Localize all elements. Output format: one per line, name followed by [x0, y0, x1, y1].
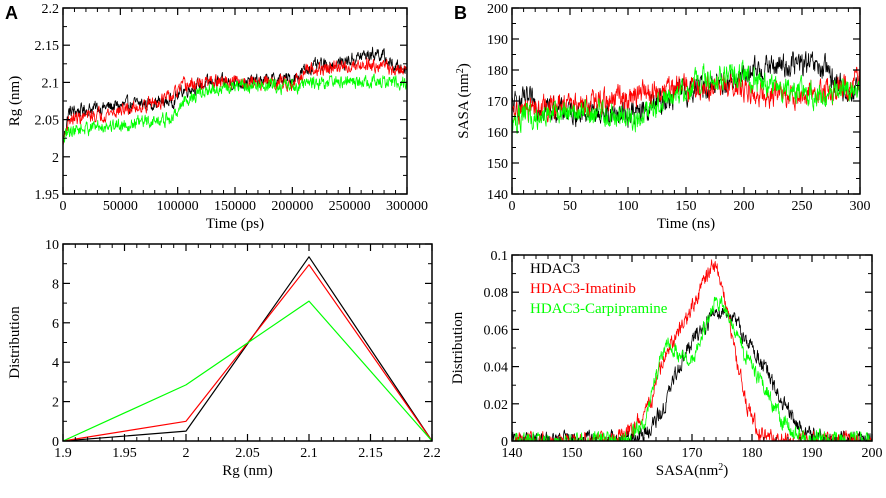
x-tick-label: 1.95: [112, 446, 137, 461]
x-tick-label: 150: [562, 446, 583, 461]
panelA-bottom-chart: 1.9 1.95 2 2.05 2.1 2.15 2.2 0 2 4 6 8 10 Rg (nm) Dist…: [7, 238, 441, 479]
x-tick-label: 250000: [329, 199, 371, 214]
y-axis-label: Distribution: [450, 311, 466, 384]
x-tick-label: 300: [850, 199, 871, 214]
x-tick-label: 180: [742, 446, 763, 461]
y-axis-label-end: ): [456, 63, 472, 68]
y-tick-label: 150: [487, 157, 508, 172]
y-tick-label: 170: [487, 95, 508, 110]
x-axis-label: Time (ns): [657, 216, 715, 232]
y-tick-label: 2.2: [42, 2, 60, 17]
y-axis-label: Rg (nm): [7, 76, 23, 126]
x-tick-label: 2.15: [358, 446, 383, 461]
y-tick-label: 1.95: [35, 188, 60, 203]
y-tick-label: 6: [52, 317, 59, 332]
x-axis-label-sup: 2: [718, 462, 723, 473]
x-tick-label: 160: [622, 446, 643, 461]
x-axis-label-end: ): [723, 463, 728, 479]
series-line-hdac3: [63, 256, 432, 441]
series-line-hdac3-imatinib: [63, 57, 407, 145]
series-line-hdac3-carpipramine: [512, 295, 872, 441]
panelA-top-chart: 0 50000 100000 150000 200000 250000 300000 1.95…: [5, 2, 428, 232]
y-tick-label: 200: [487, 2, 508, 17]
y-tick-label: 2.1: [42, 76, 60, 91]
y-tick-label: 0.02: [484, 398, 509, 413]
y-axis-label-sup: 2: [455, 68, 466, 73]
x-tick-label: 150: [676, 199, 697, 214]
panel-letter-b: B: [454, 3, 467, 23]
x-tick-label: 2.1: [300, 446, 318, 461]
plot-frame: [62, 7, 408, 195]
x-tick-label: 300000: [386, 199, 428, 214]
y-tick-label: 180: [487, 64, 508, 79]
series-line-hdac3-imatinib: [63, 264, 432, 441]
x-tick-label: 1.9: [54, 446, 72, 461]
panelB-bottom-chart: 140 150 160 170 180 190 200 0 0.02 0.04 0.06 0.08 0.…: [450, 249, 883, 479]
x-tick-label: 2.05: [235, 446, 260, 461]
x-tick-label: 50000: [103, 199, 138, 214]
y-tick-label: 2.05: [35, 114, 60, 129]
y-tick-label: 0: [501, 435, 508, 450]
series-line-hdac3: [512, 307, 872, 441]
x-axis-label: Rg (nm): [222, 463, 272, 479]
x-tick-label: 100000: [157, 199, 199, 214]
y-tick-label: 2: [52, 151, 59, 166]
x-tick-label: 50: [563, 199, 577, 214]
y-axis-label: Distribution: [7, 306, 23, 379]
y-tick-label: 0: [52, 435, 59, 450]
series-line-hdac3: [63, 46, 407, 143]
series-line-hdac3-carpipramine: [63, 300, 432, 441]
y-tick-label: 0.04: [484, 361, 509, 376]
x-tick-label: 190: [802, 446, 823, 461]
y-tick-label: 0.08: [484, 286, 509, 301]
y-tick-label: 2.15: [35, 39, 60, 54]
panelB-top-chart: 0 50 100 150 200 250 300 140 150 160 170 180 190 200 T…: [454, 2, 871, 232]
legend-entry-hdac3: HDAC3: [530, 261, 580, 277]
y-tick-label: 2: [52, 396, 59, 411]
y-tick-label: 10: [45, 238, 59, 253]
x-tick-label: 200: [862, 446, 883, 461]
x-tick-label: 150000: [214, 199, 256, 214]
y-tick-label: 4: [52, 356, 59, 371]
series-line-hdac3-carpipramine: [63, 73, 407, 143]
legend-entry-hdac3-imatinib: HDAC3-Imatinib: [530, 281, 636, 297]
x-tick-label: 100: [618, 199, 639, 214]
y-axis-label: SASA (nm2): [455, 63, 473, 138]
x-tick-label: 0: [60, 199, 67, 214]
y-tick-label: 0.06: [484, 323, 509, 338]
x-tick-label: 140: [502, 446, 523, 461]
x-tick-label: 200: [734, 199, 755, 214]
x-axis-label: Time (ps): [206, 216, 264, 232]
x-tick-label: 170: [682, 446, 703, 461]
y-tick-label: 140: [487, 188, 508, 203]
y-tick-label: 160: [487, 126, 508, 141]
x-tick-label: 200000: [271, 199, 313, 214]
x-axis-label: SASA(nm2): [656, 462, 729, 480]
x-tick-label: 0: [509, 199, 516, 214]
y-tick-label: 190: [487, 33, 508, 48]
series-line-hdac3-carpipramine: [512, 59, 860, 134]
panel-letter-a: A: [5, 3, 18, 23]
y-tick-label: 0.1: [491, 249, 509, 264]
x-tick-label: 2: [183, 446, 190, 461]
legend-entry-hdac3-carpipramine: HDAC3-Carpipramine: [530, 301, 668, 317]
y-tick-label: 8: [52, 277, 59, 292]
x-tick-label: 2.2: [423, 446, 441, 461]
x-tick-label: 250: [792, 199, 813, 214]
